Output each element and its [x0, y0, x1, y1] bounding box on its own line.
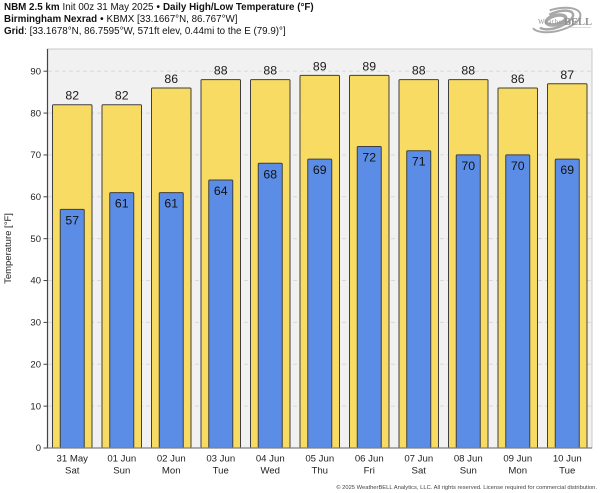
low-bar	[307, 158, 333, 449]
separator-dot: •	[156, 2, 160, 13]
high-value-label: 86	[164, 72, 178, 86]
high-value-label: 89	[362, 59, 376, 73]
low-value-label: 71	[412, 155, 426, 169]
high-value-label: 87	[560, 68, 574, 82]
high-value-label: 86	[511, 72, 525, 86]
logo-text-weather: Weather	[538, 18, 565, 26]
station-id: KBMX [33.1667°N, 86.767°W]	[106, 13, 238, 25]
low-bar	[158, 192, 184, 449]
low-bar	[455, 154, 481, 449]
y-tick-label: 90	[30, 66, 41, 77]
low-value-label: 69	[313, 163, 327, 177]
x-tick-day: Sat	[65, 466, 80, 477]
y-tick-label: 70	[30, 150, 41, 161]
separator-dot: •	[100, 13, 104, 25]
station-name: Birmingham Nexrad	[4, 13, 98, 25]
header-line-model: NBM 2.5 km Init 00z 31 May 2025 • Daily Hig…	[4, 2, 317, 14]
x-tick-date: 31 May	[57, 454, 89, 465]
x-tick-day: Sat	[412, 466, 427, 477]
product-name: Daily High/Low Temperature (°F)	[162, 2, 314, 13]
grid-info: : [33.1678°N, 86.7595°W, 571ft elev, 0.4…	[24, 25, 286, 37]
y-tick-label: 0	[36, 443, 41, 454]
x-tick-day: Mon	[508, 466, 527, 477]
high-value-label: 88	[412, 64, 426, 78]
x-tick-date: 09 Jun	[503, 454, 532, 465]
init-time: Init 00z 31 May 2025	[62, 2, 154, 13]
high-value-label: 82	[65, 89, 79, 103]
x-tick-date: 08 Jun	[454, 454, 483, 465]
high-value-label: 82	[115, 89, 129, 103]
low-value-label: 69	[560, 163, 574, 177]
x-tick-date: 10 Jun	[553, 454, 582, 465]
model-name: NBM 2.5 km	[4, 2, 60, 13]
weatherbell-logo: Weather BELL	[530, 6, 592, 34]
copyright-notice: © 2025 WeatherBELL Analytics, LLC. All r…	[336, 485, 597, 491]
low-value-label: 68	[263, 167, 277, 181]
y-tick-label: 80	[30, 108, 41, 119]
high-value-label: 88	[461, 64, 475, 78]
x-tick-date: 07 Jun	[404, 454, 433, 465]
y-tick-label: 20	[30, 359, 41, 370]
low-value-label: 72	[362, 151, 376, 165]
x-tick-date: 05 Jun	[305, 454, 334, 465]
low-bar	[406, 150, 432, 449]
low-value-label: 61	[164, 197, 178, 211]
logo-text-bell: BELL	[564, 17, 592, 28]
x-tick-date: 02 Jun	[157, 454, 186, 465]
y-tick-label: 30	[30, 318, 41, 329]
y-axis-title: Temperature [°F]	[3, 213, 14, 284]
x-tick-day: Tue	[213, 466, 229, 477]
x-tick-day: Sun	[113, 466, 130, 477]
logo-swirl-icon	[530, 6, 582, 34]
y-tick-label: 40	[30, 276, 41, 287]
low-bar	[356, 146, 382, 449]
x-tick-date: 03 Jun	[206, 454, 235, 465]
header-line-grid: Grid: [33.1678°N, 86.7595°W, 571ft elev,…	[4, 26, 317, 38]
x-tick-date: 06 Jun	[355, 454, 384, 465]
y-tick-label: 10	[30, 401, 41, 412]
y-tick-label: 60	[30, 192, 41, 203]
high-value-label: 89	[313, 59, 327, 73]
chart-header: NBM 2.5 km Init 00z 31 May 2025 • Daily Hig…	[4, 2, 317, 37]
x-tick-day: Mon	[162, 466, 181, 477]
grid-label: Grid	[4, 25, 25, 37]
low-bar	[505, 154, 531, 449]
x-tick-day: Thu	[311, 466, 328, 477]
x-tick-day: Sun	[460, 466, 477, 477]
low-value-label: 57	[65, 213, 79, 227]
x-tick-date: 04 Jun	[256, 454, 285, 465]
x-tick-day: Fri	[364, 466, 375, 477]
low-value-label: 70	[461, 159, 475, 173]
low-value-label: 61	[115, 197, 129, 211]
high-value-label: 88	[263, 64, 277, 78]
low-bar	[208, 179, 234, 449]
high-value-label: 88	[214, 64, 228, 78]
low-bar	[257, 162, 283, 449]
low-bar	[109, 192, 135, 449]
y-tick-label: 50	[30, 234, 41, 245]
header-line-station: Birmingham Nexrad • KBMX [33.1667°N, 86.76…	[4, 14, 317, 26]
low-value-label: 70	[511, 159, 525, 173]
x-tick-day: Tue	[559, 466, 575, 477]
x-tick-date: 01 Jun	[107, 454, 136, 465]
x-tick-day: Wed	[260, 466, 280, 477]
low-bar	[59, 208, 85, 449]
low-bar	[554, 158, 580, 449]
low-value-label: 64	[214, 184, 228, 198]
